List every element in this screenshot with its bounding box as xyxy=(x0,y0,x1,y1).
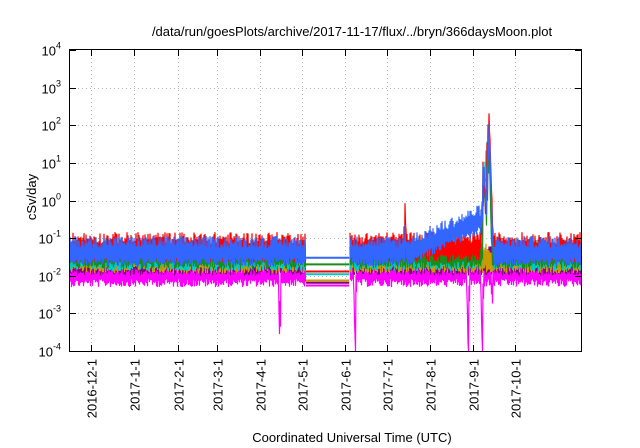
chart-title: /data/run/goesPlots/archive/2017-11-17/f… xyxy=(152,24,553,39)
x-tick-label: 2017-5-1 xyxy=(296,359,311,411)
grid xyxy=(70,50,581,351)
x-tick-label: 2016-12-1 xyxy=(85,359,100,418)
x-tick-label: 2017-3-1 xyxy=(211,359,226,411)
y-tick-label: 101 xyxy=(42,154,61,172)
y-axis-label: cSv/day xyxy=(24,173,39,220)
y-tick-label: 10-4 xyxy=(39,342,61,360)
x-tick-label: 2017-4-1 xyxy=(254,359,269,411)
y-tick-labels: 10-4 10-3 10-2 10-1 100 101 102 103 104 xyxy=(39,41,61,360)
plot-frame xyxy=(69,49,582,352)
x-tick-label: 2017-9-1 xyxy=(467,359,482,411)
series-group xyxy=(69,113,583,352)
x-axis-label: Coordinated Universal Time (UTC) xyxy=(252,430,451,445)
x-tick-label: 2017-8-1 xyxy=(424,359,439,411)
x-tick-label: 2017-6-1 xyxy=(339,359,354,411)
x-tick-labels: 2016-12-1 2017-1-1 2017-2-1 2017-3-1 2017-4-… xyxy=(85,359,524,418)
y-tick-label: 103 xyxy=(42,79,61,97)
y-tick-label: 100 xyxy=(42,192,61,210)
y-tick-label: 104 xyxy=(42,41,61,59)
y-tick-label: 10-3 xyxy=(39,304,61,322)
x-tick-label: 2017-10-1 xyxy=(509,359,524,418)
x-tick-label: 2017-2-1 xyxy=(172,359,187,411)
axis-ticks xyxy=(70,50,581,352)
y-tick-label: 10-1 xyxy=(39,229,61,247)
y-tick-label: 102 xyxy=(42,116,61,134)
x-tick-label: 2017-7-1 xyxy=(381,359,396,411)
x-tick-label: 2017-1-1 xyxy=(128,359,143,411)
series-line xyxy=(69,123,583,266)
y-tick-label: 10-2 xyxy=(39,267,61,285)
